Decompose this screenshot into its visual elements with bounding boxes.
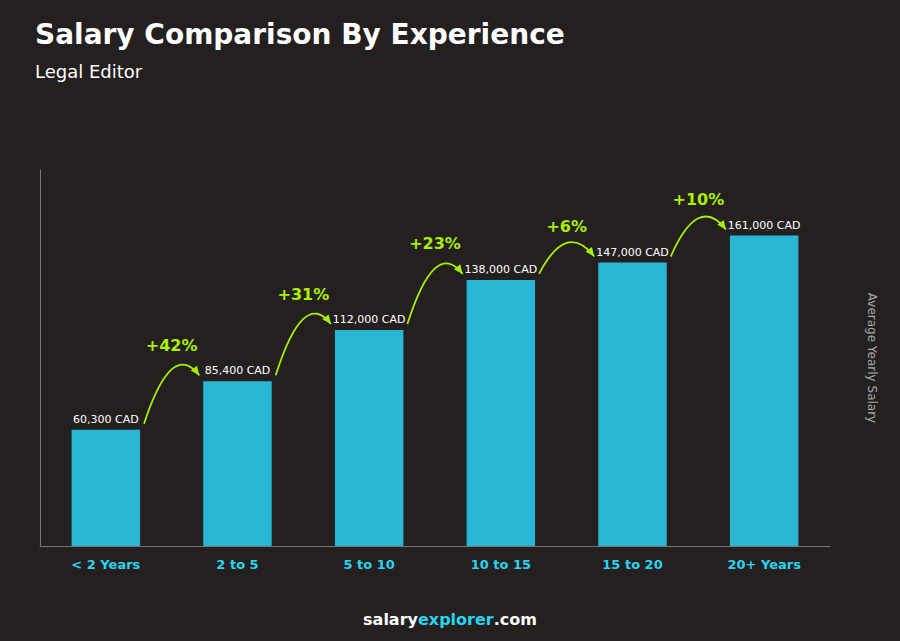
svg-text:.com: .com [494, 610, 537, 629]
svg-text:161,000 CAD: 161,000 CAD [728, 219, 801, 232]
svg-text:+6%: +6% [546, 217, 587, 236]
svg-text:+31%: +31% [277, 285, 329, 304]
svg-text:20+ Years: 20+ Years [727, 557, 801, 572]
svg-text:15 to 20: 15 to 20 [602, 557, 662, 572]
svg-text:5 to 10: 5 to 10 [343, 557, 394, 572]
svg-text:Salary Comparison By Experienc: Salary Comparison By Experience [35, 18, 565, 51]
svg-text:85,400 CAD: 85,400 CAD [205, 364, 271, 377]
svg-text:112,000 CAD: 112,000 CAD [333, 313, 406, 326]
svg-text:2 to 5: 2 to 5 [216, 557, 258, 572]
svg-text:+23%: +23% [409, 234, 461, 253]
svg-text:salary: salary [363, 610, 418, 629]
svg-text:Average Yearly Salary: Average Yearly Salary [865, 293, 879, 423]
svg-text:147,000 CAD: 147,000 CAD [596, 246, 669, 259]
svg-text:60,300 CAD: 60,300 CAD [73, 413, 139, 426]
svg-text:explorer: explorer [418, 610, 494, 629]
svg-text:+10%: +10% [672, 190, 724, 209]
svg-text:Legal Editor: Legal Editor [35, 61, 143, 82]
svg-text:138,000 CAD: 138,000 CAD [464, 263, 537, 276]
svg-text:< 2 Years: < 2 Years [71, 557, 140, 572]
svg-text:10 to 15: 10 to 15 [471, 557, 531, 572]
svg-text:+42%: +42% [146, 336, 198, 355]
